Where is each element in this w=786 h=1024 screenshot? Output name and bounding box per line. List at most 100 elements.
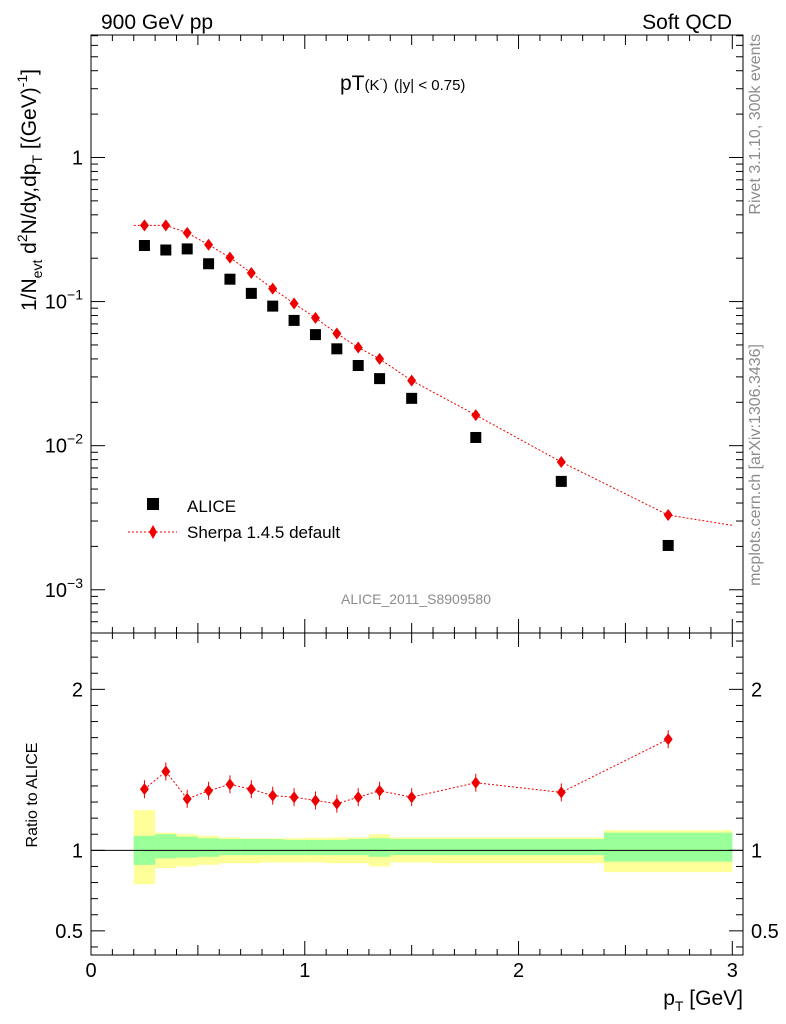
xtick-label: 3 [727,960,738,982]
main-ytick-label: 10−3 [45,575,83,602]
ratio-sherpa-point [375,784,385,797]
alice-point [245,287,257,299]
ratio-sherpa-point [139,783,149,796]
main-ytick-labels: 1 10−1 10−2 10−3 [45,147,83,601]
band-inner [155,834,177,859]
ratio-sherpa-point [225,778,235,791]
sherpa-point [353,341,363,354]
title-charge: - [380,74,383,85]
main-ytick-label: 10−1 [45,287,83,314]
xtick-label: 2 [513,960,524,982]
sherpa-line [133,224,733,526]
ratio-sherpa-point [246,783,256,796]
band-inner [240,839,263,856]
ratio-sherpa-point [182,792,192,805]
header-left: 900 GeV pp [101,11,213,34]
ratio-ytick-label-left: 2 [72,679,83,701]
ratio-ytick-label-right: 0.5 [751,921,779,943]
sherpa-point [225,251,235,264]
analysis-watermark: ALICE_2011_S8909580 [341,591,491,607]
ratio-sherpa-curve [144,738,669,805]
alice-markers [138,240,674,551]
legend-alice-label: ALICE [187,497,236,516]
ratio-axis-ticks [90,633,743,955]
main-ytick-label: 1 [72,147,83,169]
ratio-sherpa-point [268,789,278,802]
title-close: ) [383,77,388,94]
ratio-ytick-label-left: 0.5 [55,921,83,943]
alice-point [406,392,418,404]
legend: ALICE Sherpa 1.4.5 default [128,497,340,542]
ratio-sherpa-point [556,786,566,799]
alice-point [374,373,386,385]
band-inner [176,836,198,858]
band-inner [433,839,519,856]
xtick-label: 0 [85,960,96,982]
xaxis-label: pT [GeV] [663,987,743,1014]
band-inner [304,839,327,856]
header-right: Soft QCD [642,11,732,34]
ratio-ytick-label-right: 2 [751,679,762,701]
alice-point [662,539,674,551]
alice-point [352,360,364,372]
ratio-sherpa-point [663,733,673,746]
alice-point [555,475,567,487]
alice-point [160,244,172,256]
alice-point [181,243,193,255]
sherpa-point [139,219,149,232]
band-inner [326,839,348,856]
band-inner [347,839,369,856]
band-inner [262,839,284,856]
ratio-ytick-label-left: 1 [72,840,83,862]
plot-title: pT(K-) (|y| < 0.75) [340,72,465,95]
alice-point [267,300,279,312]
band-inner [604,832,733,862]
ratio-sherpa-point [332,797,342,810]
legend-sherpa-label: Sherpa 1.4.5 default [187,523,340,542]
ratio-uncertainty-bands [133,810,733,885]
alice-point [138,240,150,252]
ratio-ylabel: Ratio to ALICE [24,743,41,848]
sherpa-point [471,409,481,422]
ratio-sherpa-point [204,784,214,797]
alice-point [224,273,236,285]
sherpa-point [182,226,192,239]
main-ylabel: 1/Nevt d2N/dy,dpT [(GeV)-1] [14,69,45,311]
ratio-sherpa-markers [139,730,673,813]
ratio-ytick-label-right: 1 [751,840,762,862]
sherpa-point [268,282,278,295]
xtick-label: 1 [299,960,310,982]
xtick-labels: 0 1 2 3 [85,960,737,982]
alice-point [288,314,300,326]
ratio-sherpa-point [407,791,417,804]
ratio-sherpa-point [161,765,171,778]
main-ytick-label: 10−2 [45,431,83,458]
ratio-frame [90,632,744,956]
sherpa-point [663,509,673,522]
ratio-sherpa-point [471,776,481,789]
legend-sherpa-marker [149,525,157,539]
sherpa-point [332,327,342,340]
ratio-ytick-labels: 0.5 0.5 1 1 2 2 [55,679,779,943]
main-axis-ticks [90,35,743,633]
sherpa-point [161,219,171,232]
band-inner [518,839,605,856]
mcplots-label: mcplots.cern.ch [arXiv:1306.3436] [747,344,764,586]
legend-alice-marker [147,498,159,510]
alice-point [331,343,343,355]
main-panel: 1 10−1 10−2 10−3 pT(K-) (|y| < 0.75) 1/Nevt … [14,34,744,634]
ratio-sherpa-point [289,791,299,804]
title-main: pT [340,72,365,95]
title-particle: (K [365,77,380,94]
band-inner [390,839,434,856]
sherpa-point [204,238,214,251]
ratio-sherpa-point [353,791,363,804]
sherpa-point [310,311,320,324]
alice-point [470,431,482,443]
band-inner [197,838,220,857]
alice-point [309,329,321,341]
band-inner [219,839,241,856]
sherpa-markers [139,219,673,522]
sherpa-point [246,266,256,279]
